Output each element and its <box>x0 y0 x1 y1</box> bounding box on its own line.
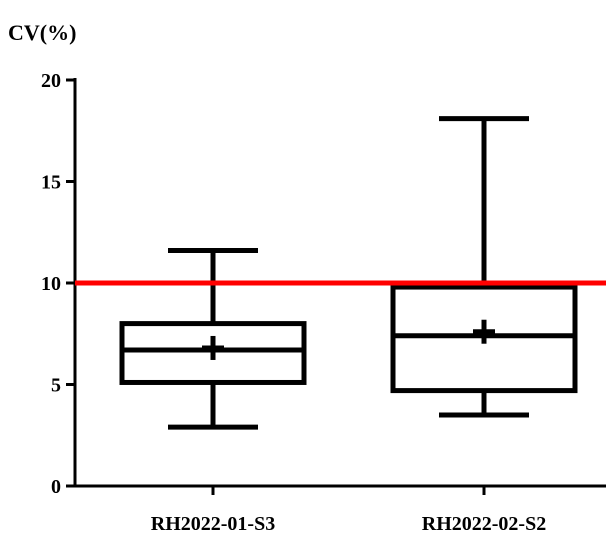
y-axis-label: CV(%) <box>8 20 76 45</box>
y-tick-label: 5 <box>51 375 61 397</box>
iqr-box <box>119 321 307 385</box>
y-tick-label: 20 <box>41 70 61 92</box>
y-tick-label: 0 <box>51 476 61 498</box>
category-labels: RH2022-01-S3 RH2022-02-S2 <box>151 486 546 535</box>
box-1 <box>119 248 307 430</box>
category-label: RH2022-01-S3 <box>151 513 275 535</box>
y-ticks: 0 5 10 15 20 <box>41 70 75 498</box>
category-label: RH2022-02-S2 <box>422 513 546 535</box>
box-2 <box>390 116 578 418</box>
y-tick-label: 15 <box>41 172 61 194</box>
y-tick-label: 10 <box>41 273 61 295</box>
boxes <box>119 116 578 430</box>
iqr-box <box>390 284 578 394</box>
